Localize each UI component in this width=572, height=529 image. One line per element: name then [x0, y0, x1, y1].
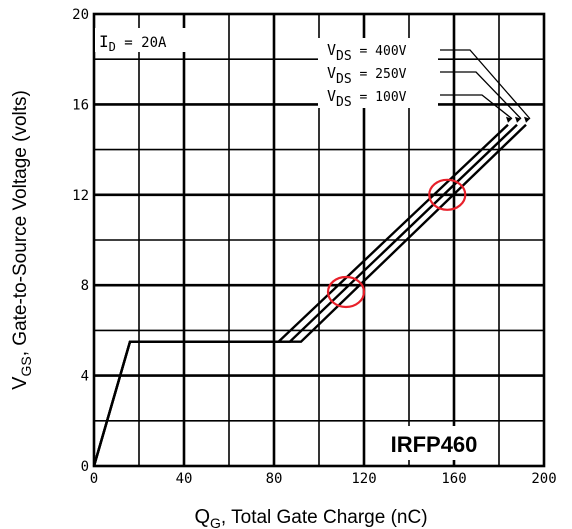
- highlight-markers: [326, 178, 467, 309]
- leader-arrowhead-2: [506, 116, 512, 123]
- highlight-circle-0: [326, 275, 366, 309]
- y-tick-label: 12: [72, 188, 89, 204]
- y-tick-labels: 0 4 8 12 16 20: [72, 7, 89, 475]
- x-tick-label: 40: [176, 471, 193, 487]
- y-tick-label: 8: [81, 278, 89, 294]
- leader-line-2: [440, 94, 513, 120]
- y-tick-label: 16: [72, 97, 89, 113]
- x-axis-title: QG, Total Gate Charge (nC): [194, 506, 427, 529]
- part-number: IRFP460: [391, 432, 478, 457]
- legend-box: [318, 38, 438, 108]
- x-tick-label: 200: [531, 471, 556, 487]
- x-tick-label: 160: [441, 471, 466, 487]
- x-tick-label: 120: [351, 471, 376, 487]
- plot-frame: [92, 12, 546, 468]
- part-number-box: [372, 426, 496, 460]
- plot-border: [92, 12, 546, 468]
- y-axis-title: VGS, Gate-to-Source Voltage (volts): [9, 90, 34, 390]
- condition-label: ID = 20A: [99, 32, 167, 54]
- x-tick-label: 0: [90, 471, 98, 487]
- y-tick-label: 20: [72, 7, 89, 23]
- grid: [94, 14, 544, 466]
- y-tick-label: 4: [81, 369, 89, 385]
- x-tick-labels: 0 40 80 120 160 200: [90, 471, 557, 487]
- legend-entry-400v: VDS = 400V: [327, 41, 407, 64]
- leader-arrowhead-0: [524, 116, 530, 123]
- series-lines: [92, 123, 527, 467]
- legend-leader-lines: [440, 49, 531, 123]
- leader-line-1: [440, 71, 522, 120]
- leader-line-0: [440, 49, 531, 120]
- legend-entry-100v: VDS = 100V: [327, 87, 407, 110]
- highlight-circle-1: [428, 178, 467, 211]
- y-tick-label: 0: [81, 459, 89, 475]
- x-tick-label: 80: [266, 471, 283, 487]
- legend-entry-250v: VDS = 250V: [327, 64, 407, 87]
- condition-box: [95, 28, 187, 52]
- leader-arrowhead-1: [515, 116, 521, 123]
- series-line-2: [92, 123, 509, 467]
